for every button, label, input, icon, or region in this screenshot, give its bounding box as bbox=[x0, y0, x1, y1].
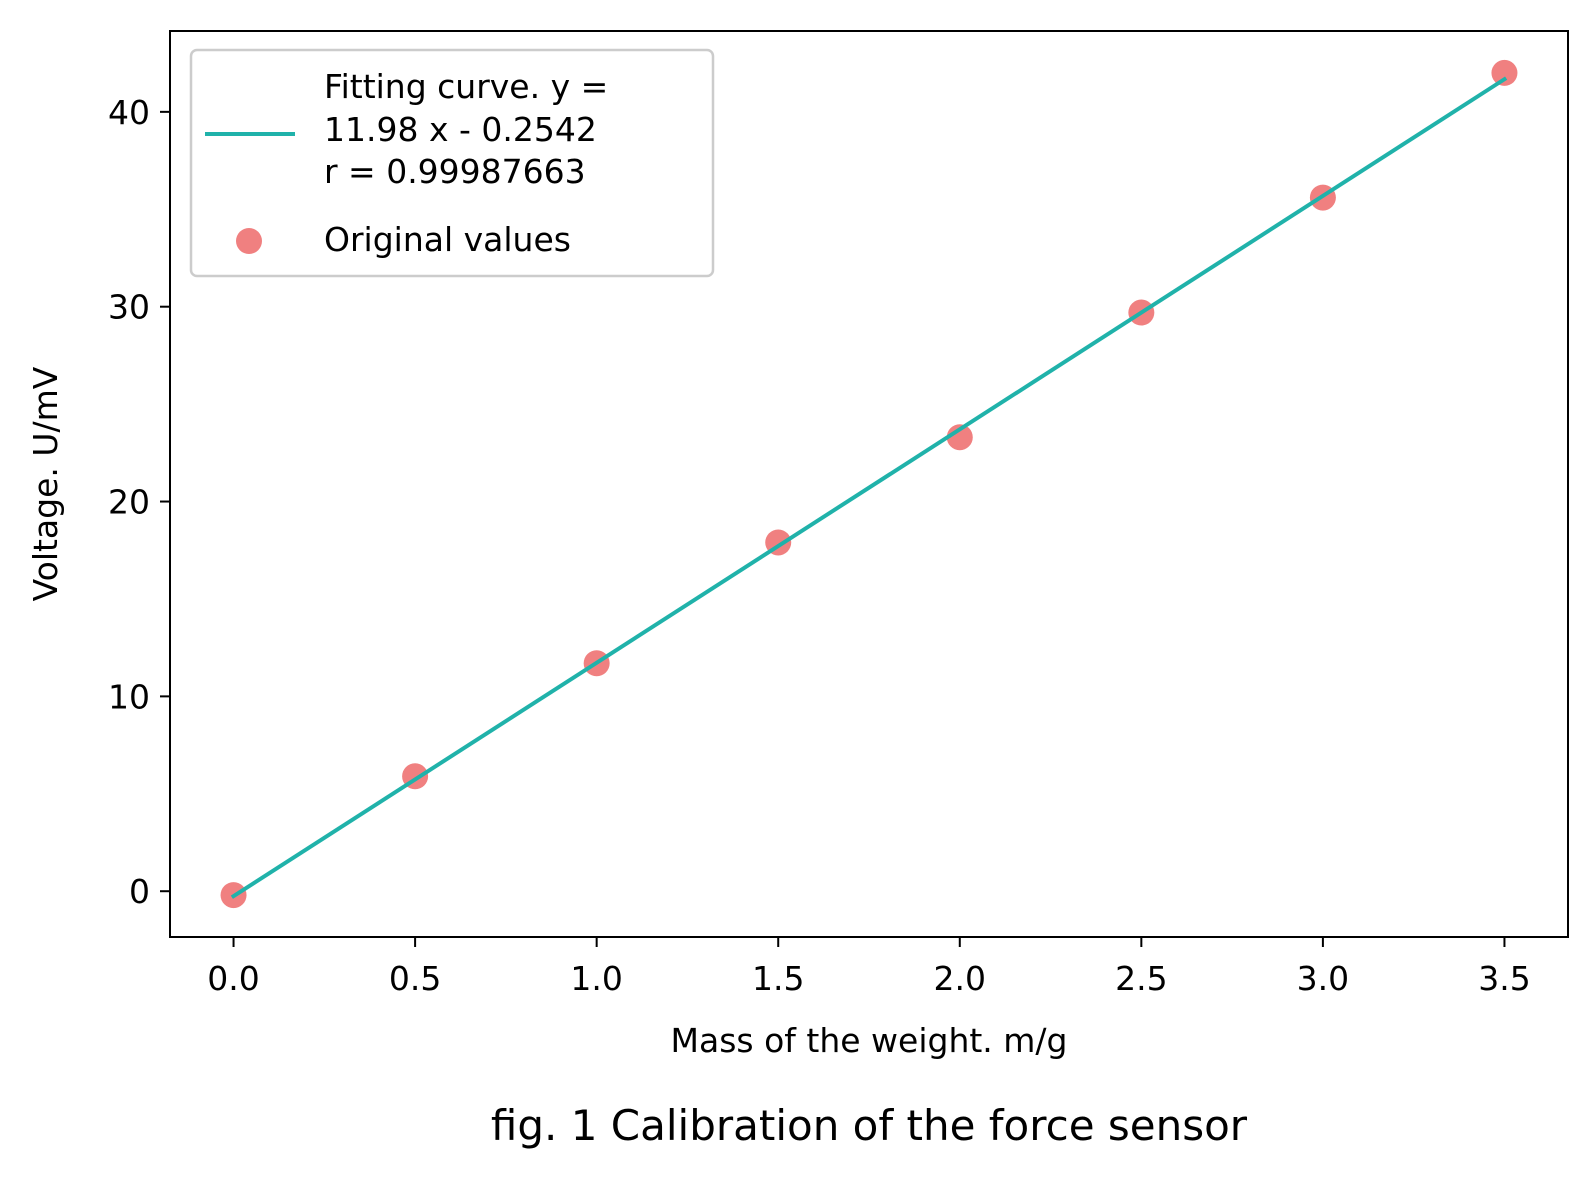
legend-box bbox=[189, 48, 715, 278]
x-tick-label: 0.0 bbox=[207, 959, 259, 998]
x-axis: 0.0 0.5 1.0 1.5 2.0 2.5 3.0 3.5 bbox=[207, 937, 1531, 998]
legend-fit-label-line-3: r = 0.99987663 bbox=[324, 152, 586, 191]
fit-line bbox=[230, 76, 1508, 899]
x-axis-label: Mass of the weight. m/g bbox=[671, 1021, 1068, 1060]
legend-scatter-label: Original values bbox=[324, 220, 571, 259]
y-axis-label: Voltage. U/mV bbox=[26, 366, 65, 601]
legend-marker-swatch bbox=[236, 228, 262, 254]
y-tick-label: 30 bbox=[108, 288, 150, 327]
figure-caption: fig. 1 Calibration of the force sensor bbox=[491, 1101, 1248, 1150]
legend-fit-label-line-2: 11.98 x - 0.2542 bbox=[324, 110, 597, 149]
x-tick-label: 2.5 bbox=[1115, 959, 1167, 998]
y-tick-label: 40 bbox=[108, 93, 150, 132]
plot-area bbox=[220, 59, 1518, 909]
y-tick-label: 20 bbox=[108, 483, 150, 522]
legend: Fitting curve. y = 11.98 x - 0.2542 r = … bbox=[189, 48, 715, 278]
x-tick-label: 3.0 bbox=[1297, 959, 1349, 998]
x-tick-label: 0.5 bbox=[389, 959, 441, 998]
y-tick-label: 10 bbox=[108, 677, 150, 716]
plot-frame bbox=[169, 30, 1569, 938]
legend-fit-label-line-1: Fitting curve. y = bbox=[324, 67, 608, 106]
x-tick-label: 1.0 bbox=[570, 959, 622, 998]
data-point bbox=[946, 424, 973, 451]
data-point bbox=[1491, 59, 1518, 86]
x-tick-label: 1.5 bbox=[752, 959, 804, 998]
x-tick-label: 3.5 bbox=[1478, 959, 1530, 998]
y-axis: 0 10 20 30 40 bbox=[108, 93, 170, 911]
y-tick-label: 0 bbox=[129, 872, 150, 911]
x-tick-label: 2.0 bbox=[934, 959, 986, 998]
